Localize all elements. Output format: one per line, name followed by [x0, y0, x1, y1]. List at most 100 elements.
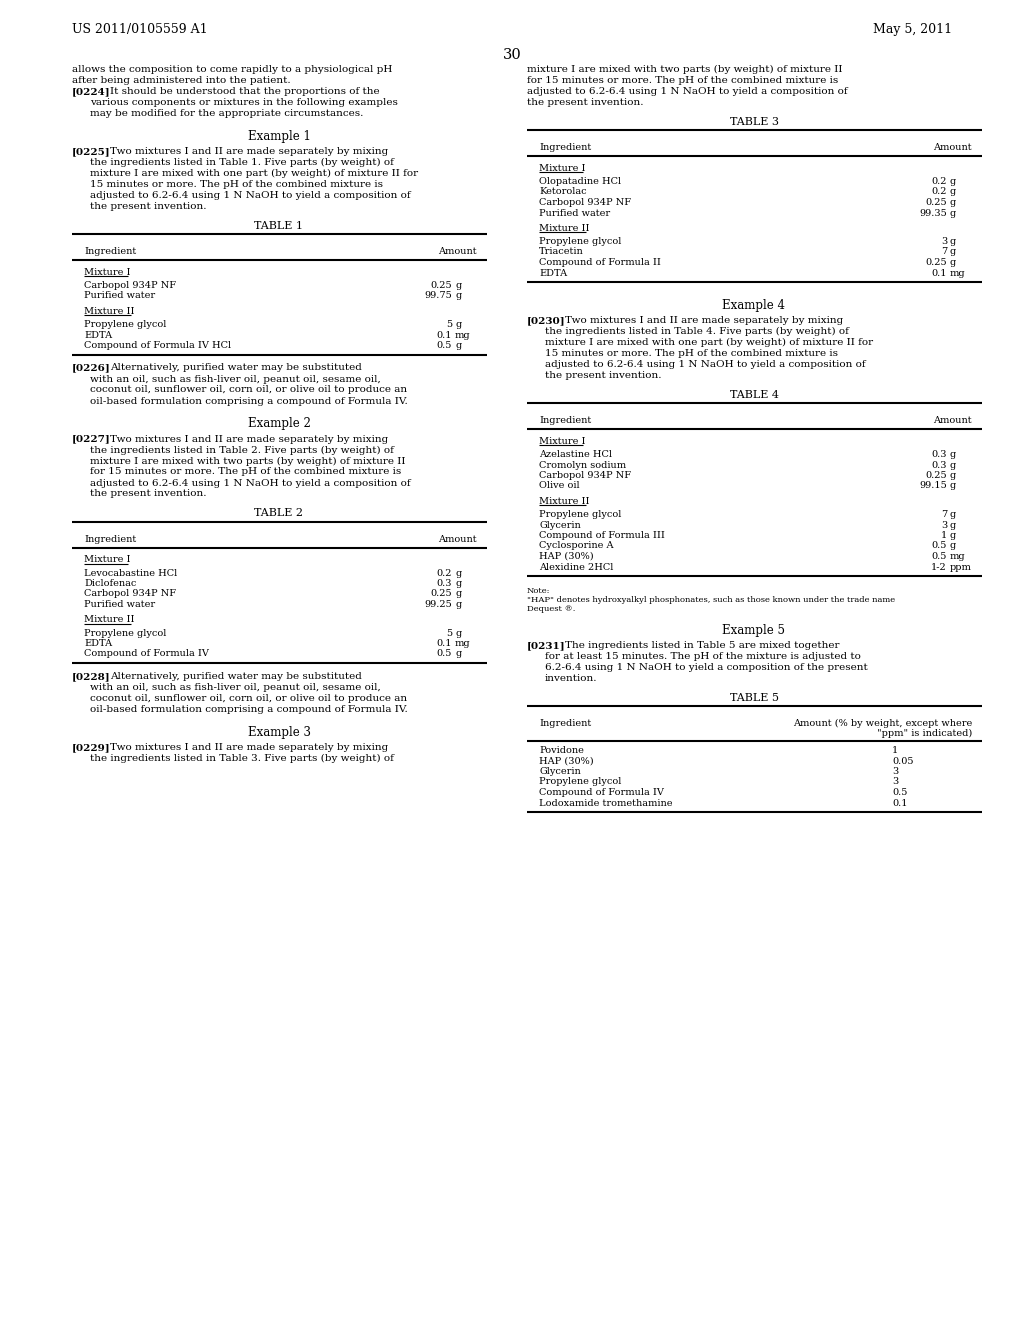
Text: Propylene glycol: Propylene glycol: [84, 628, 166, 638]
Text: g: g: [950, 510, 956, 519]
Text: Example 5: Example 5: [723, 624, 785, 638]
Text: the ingredients listed in Table 4. Five parts (by weight) of: the ingredients listed in Table 4. Five …: [545, 327, 849, 337]
Text: adjusted to 6.2-6.4 using 1 N NaOH to yield a composition of: adjusted to 6.2-6.4 using 1 N NaOH to yi…: [90, 191, 411, 201]
Text: Example 1: Example 1: [248, 129, 310, 143]
Text: adjusted to 6.2-6.4 using 1 N NaOH to yield a composition of: adjusted to 6.2-6.4 using 1 N NaOH to yi…: [90, 479, 411, 487]
Text: Mixture I: Mixture I: [539, 164, 586, 173]
Text: HAP (30%): HAP (30%): [539, 756, 594, 766]
Text: Amount: Amount: [438, 535, 477, 544]
Text: g: g: [950, 187, 956, 197]
Text: [0227]: [0227]: [72, 434, 111, 444]
Text: g: g: [455, 579, 461, 587]
Text: "ppm" is indicated): "ppm" is indicated): [877, 729, 972, 738]
Text: mixture I are mixed with one part (by weight) of mixture II for: mixture I are mixed with one part (by we…: [545, 338, 873, 347]
Text: 1: 1: [892, 746, 898, 755]
Text: Two mixtures I and II are made separately by mixing: Two mixtures I and II are made separatel…: [565, 315, 843, 325]
Text: g: g: [455, 649, 461, 659]
Text: Mixture I: Mixture I: [84, 556, 130, 565]
Text: adjusted to 6.2-6.4 using 1 N NaOH to yield a composition of: adjusted to 6.2-6.4 using 1 N NaOH to yi…: [527, 87, 848, 96]
Text: for 15 minutes or more. The pH of the combined mixture is: for 15 minutes or more. The pH of the co…: [527, 77, 839, 84]
Text: g: g: [455, 281, 461, 290]
Text: for 15 minutes or more. The pH of the combined mixture is: for 15 minutes or more. The pH of the co…: [90, 467, 401, 477]
Text: 5: 5: [445, 319, 452, 329]
Text: the ingredients listed in Table 1. Five parts (by weight) of: the ingredients listed in Table 1. Five …: [90, 158, 394, 168]
Text: oil-based formulation comprising a compound of Formula IV.: oil-based formulation comprising a compo…: [90, 705, 408, 714]
Text: mg: mg: [455, 639, 471, 648]
Text: Mixture II: Mixture II: [539, 224, 590, 234]
Text: Levocabastine HCl: Levocabastine HCl: [84, 569, 177, 578]
Text: ppm: ppm: [950, 562, 972, 572]
Text: 3: 3: [941, 238, 947, 246]
Text: The ingredients listed in Table 5 are mixed together: The ingredients listed in Table 5 are mi…: [565, 642, 840, 649]
Text: 0.1: 0.1: [436, 330, 452, 339]
Text: 0.25: 0.25: [926, 471, 947, 480]
Text: Alternatively, purified water may be substituted: Alternatively, purified water may be sub…: [110, 672, 361, 681]
Text: the ingredients listed in Table 3. Five parts (by weight) of: the ingredients listed in Table 3. Five …: [90, 754, 394, 763]
Text: mg: mg: [950, 268, 966, 277]
Text: 0.5: 0.5: [932, 541, 947, 550]
Text: g: g: [455, 292, 461, 301]
Text: g: g: [455, 341, 461, 350]
Text: invention.: invention.: [545, 675, 597, 682]
Text: Glycerin: Glycerin: [539, 520, 581, 529]
Text: Povidone: Povidone: [539, 746, 584, 755]
Text: Ingredient: Ingredient: [84, 247, 136, 256]
Text: with an oil, such as fish-liver oil, peanut oil, sesame oil,: with an oil, such as fish-liver oil, pea…: [90, 682, 381, 692]
Text: Dequest ®.: Dequest ®.: [527, 605, 575, 612]
Text: 6.2-6.4 using 1 N NaOH to yield a composition of the present: 6.2-6.4 using 1 N NaOH to yield a compos…: [545, 663, 867, 672]
Text: TABLE 3: TABLE 3: [729, 117, 778, 127]
Text: g: g: [950, 531, 956, 540]
Text: Mixture I: Mixture I: [84, 268, 130, 277]
Text: Glycerin: Glycerin: [539, 767, 581, 776]
Text: the ingredients listed in Table 2. Five parts (by weight) of: the ingredients listed in Table 2. Five …: [90, 446, 394, 454]
Text: g: g: [950, 177, 956, 186]
Text: US 2011/0105559 A1: US 2011/0105559 A1: [72, 22, 208, 36]
Text: Amount: Amount: [933, 416, 972, 425]
Text: 0.2: 0.2: [932, 177, 947, 186]
Text: Purified water: Purified water: [84, 601, 155, 609]
Text: Mixture I: Mixture I: [539, 437, 586, 446]
Text: 0.5: 0.5: [436, 649, 452, 659]
Text: Propylene glycol: Propylene glycol: [539, 777, 622, 787]
Text: 7: 7: [941, 248, 947, 256]
Text: Two mixtures I and II are made separately by mixing: Two mixtures I and II are made separatel…: [110, 434, 388, 444]
Text: Note:: Note:: [527, 587, 551, 595]
Text: various components or mixtures in the following examples: various components or mixtures in the fo…: [90, 98, 398, 107]
Text: 1-2: 1-2: [931, 562, 947, 572]
Text: adjusted to 6.2-6.4 using 1 N NaOH to yield a composition of: adjusted to 6.2-6.4 using 1 N NaOH to yi…: [545, 360, 865, 370]
Text: g: g: [950, 541, 956, 550]
Text: Carbopol 934P NF: Carbopol 934P NF: [539, 198, 631, 207]
Text: Mixture II: Mixture II: [539, 498, 590, 506]
Text: g: g: [950, 461, 956, 470]
Text: 0.3: 0.3: [932, 461, 947, 470]
Text: Lodoxamide tromethamine: Lodoxamide tromethamine: [539, 799, 673, 808]
Text: the present invention.: the present invention.: [527, 98, 643, 107]
Text: g: g: [950, 257, 956, 267]
Text: 0.1: 0.1: [932, 268, 947, 277]
Text: Amount: Amount: [438, 247, 477, 256]
Text: 0.25: 0.25: [926, 257, 947, 267]
Text: 3: 3: [892, 767, 898, 776]
Text: 0.5: 0.5: [892, 788, 907, 797]
Text: TABLE 4: TABLE 4: [729, 389, 778, 400]
Text: Olopatadine HCl: Olopatadine HCl: [539, 177, 622, 186]
Text: 99.75: 99.75: [424, 292, 452, 301]
Text: 0.2: 0.2: [436, 569, 452, 578]
Text: [0229]: [0229]: [72, 743, 111, 752]
Text: Propylene glycol: Propylene glycol: [539, 238, 622, 246]
Text: Alternatively, purified water may be substituted: Alternatively, purified water may be sub…: [110, 363, 361, 372]
Text: 99.15: 99.15: [920, 482, 947, 491]
Text: g: g: [950, 471, 956, 480]
Text: 99.35: 99.35: [920, 209, 947, 218]
Text: It should be understood that the proportions of the: It should be understood that the proport…: [110, 87, 380, 96]
Text: 0.3: 0.3: [932, 450, 947, 459]
Text: 0.2: 0.2: [932, 187, 947, 197]
Text: EDTA: EDTA: [539, 268, 567, 277]
Text: mixture I are mixed with two parts (by weight) of mixture II: mixture I are mixed with two parts (by w…: [527, 65, 843, 74]
Text: 0.25: 0.25: [430, 590, 452, 598]
Text: Carbopol 934P NF: Carbopol 934P NF: [84, 590, 176, 598]
Text: mixture I are mixed with two parts (by weight) of mixture II: mixture I are mixed with two parts (by w…: [90, 457, 406, 466]
Text: Azelastine HCl: Azelastine HCl: [539, 450, 612, 459]
Text: g: g: [950, 520, 956, 529]
Text: Example 4: Example 4: [723, 300, 785, 312]
